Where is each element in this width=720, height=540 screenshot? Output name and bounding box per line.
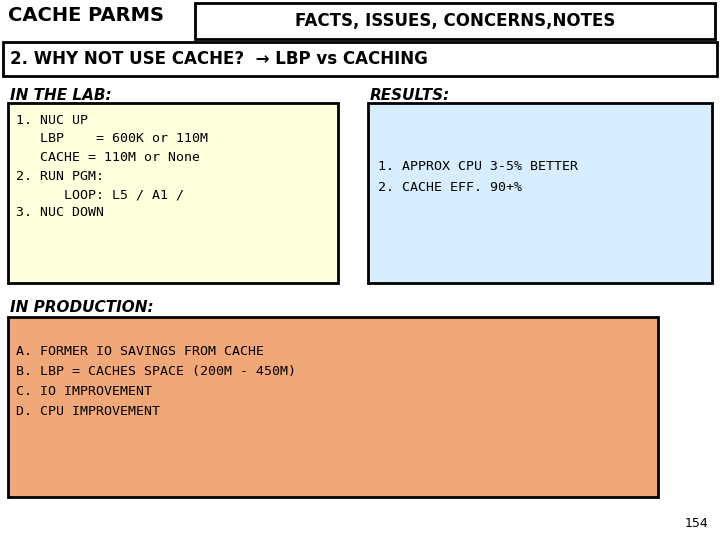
Text: 1. APPROX CPU 3-5% BETTER
2. CACHE EFF. 90+%: 1. APPROX CPU 3-5% BETTER 2. CACHE EFF. … xyxy=(378,160,578,194)
Text: IN PRODUCTION:: IN PRODUCTION: xyxy=(10,300,153,315)
FancyBboxPatch shape xyxy=(8,317,658,497)
Text: 154: 154 xyxy=(684,517,708,530)
FancyBboxPatch shape xyxy=(8,103,338,283)
FancyBboxPatch shape xyxy=(195,3,715,39)
FancyBboxPatch shape xyxy=(368,103,712,283)
Text: 1. NUC UP
   LBP    = 600K or 110M
   CACHE = 110M or None
2. RUN PGM:
      LOO: 1. NUC UP LBP = 600K or 110M CACHE = 110… xyxy=(16,114,208,219)
FancyBboxPatch shape xyxy=(3,42,717,76)
Text: A. FORMER IO SAVINGS FROM CACHE
B. LBP = CACHES SPACE (200M - 450M)
C. IO IMPROV: A. FORMER IO SAVINGS FROM CACHE B. LBP =… xyxy=(16,345,296,418)
Text: RESULTS:: RESULTS: xyxy=(370,88,450,103)
Text: 2. WHY NOT USE CACHE?  → LBP vs CACHING: 2. WHY NOT USE CACHE? → LBP vs CACHING xyxy=(10,50,428,68)
Text: FACTS, ISSUES, CONCERNS,NOTES: FACTS, ISSUES, CONCERNS,NOTES xyxy=(294,12,615,30)
Text: CACHE PARMS: CACHE PARMS xyxy=(8,6,164,25)
Text: IN THE LAB:: IN THE LAB: xyxy=(10,88,112,103)
